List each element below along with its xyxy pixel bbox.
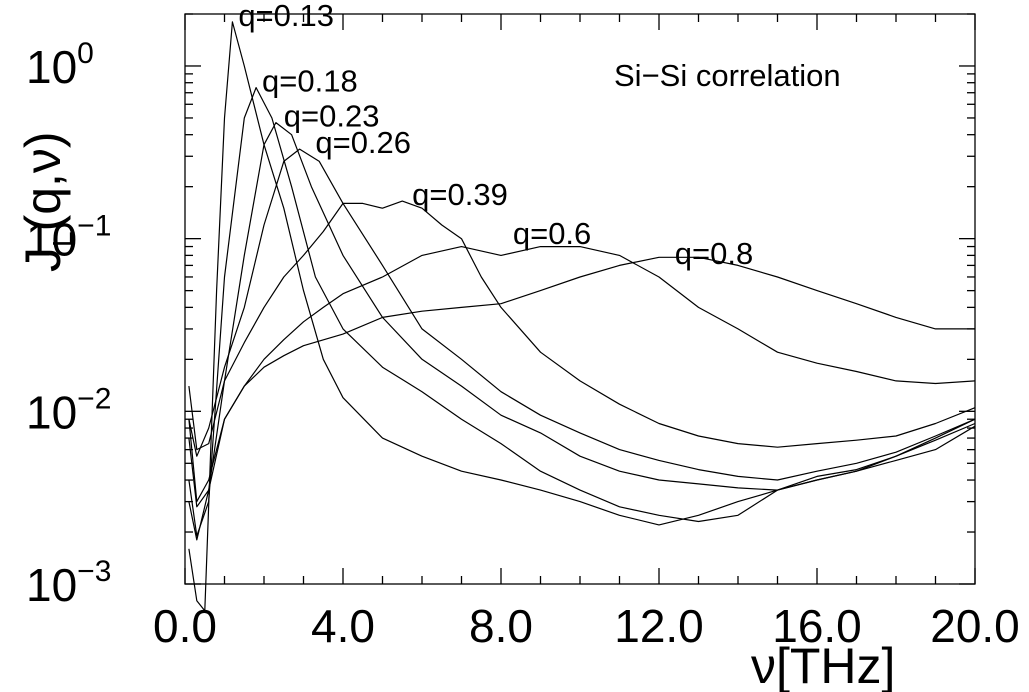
y-tick-base: 10 [26, 214, 77, 266]
y-axis-title: JL(q,ν) [15, 131, 78, 272]
y-tick-label: 10−1 [26, 210, 111, 266]
series-label-3: q=0.23 [284, 99, 380, 134]
series-label-7: q=0.8 [675, 236, 753, 271]
x-tick-label: 8.0 [469, 600, 533, 652]
y-axis-title-rest: (q,ν) [15, 131, 71, 231]
series-line-4 [188, 148, 976, 481]
series-line-2 [188, 87, 976, 537]
curve-labels: q=0.13 q=0.18q=0.23q=0.26q=0.39q=0.6 q=0.8 [238, 0, 753, 271]
y-tick-exponent: 0 [77, 37, 94, 70]
series-label-2: q=0.18 [262, 64, 358, 99]
chart-annotation: Si−Si correlation [614, 58, 841, 93]
y-tick-base: 10 [26, 41, 77, 93]
series-label-4: q=0.26 [315, 125, 411, 160]
y-tick-label: 10−3 [26, 555, 111, 611]
x-tick-label: 20.0 [930, 600, 1020, 652]
data-curves [188, 21, 976, 612]
x-axis-title: ν[THz] [751, 638, 895, 692]
series-line-7 [188, 256, 975, 508]
y-tick-exponent: −2 [77, 382, 111, 415]
y-tick-label: 10−2 [26, 382, 111, 438]
y-tick-label: 100 [26, 37, 94, 93]
axis-ticks [184, 13, 976, 585]
series-line-3 [188, 122, 976, 541]
x-tick-label: 12.0 [614, 600, 704, 652]
x-tick-labels: 0.0 4.0 8.0 12.0 16.0 20.0 [153, 600, 1020, 652]
y-tick-exponent: −3 [77, 555, 111, 588]
y-tick-exponent: −1 [77, 210, 111, 243]
x-tick-label: 16.0 [772, 600, 862, 652]
series-label-5: q=0.39 [412, 177, 508, 212]
x-tick-label: 4.0 [311, 600, 375, 652]
series-label-6: q=0.6 [513, 216, 591, 251]
y-axis-title-main: J [15, 247, 71, 272]
series-line-5 [188, 200, 976, 451]
y-tick-base: 10 [26, 559, 77, 611]
series-line-6 [188, 246, 976, 503]
y-tick-base: 10 [26, 386, 77, 438]
series-label-1: q=0.13 [238, 0, 334, 33]
x-tick-label: 0.0 [153, 600, 217, 652]
y-axis-title-sub: L [47, 231, 78, 247]
